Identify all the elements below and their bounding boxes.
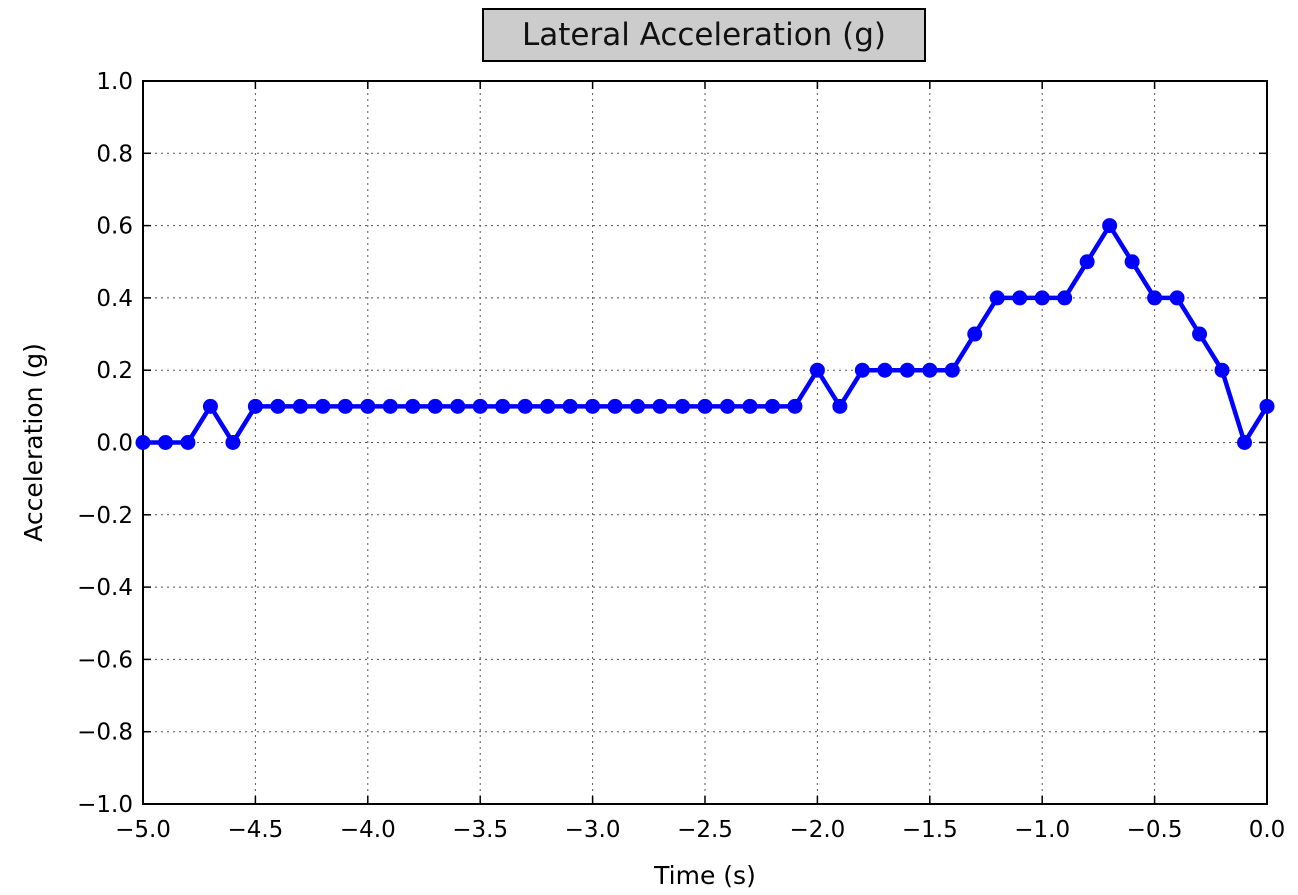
y-tick-label: 0.0 xyxy=(96,431,133,457)
data-point xyxy=(989,290,1005,306)
data-point xyxy=(1169,290,1185,306)
data-point xyxy=(877,362,893,378)
data-point xyxy=(382,398,398,414)
data-point xyxy=(832,398,848,414)
data-point xyxy=(1012,290,1028,306)
data-point xyxy=(360,398,376,414)
y-tick-label: −0.4 xyxy=(77,575,133,601)
x-tick-label: −0.5 xyxy=(1127,817,1183,843)
data-point xyxy=(719,398,735,414)
data-point xyxy=(742,398,758,414)
data-point xyxy=(764,398,780,414)
data-point xyxy=(585,398,601,414)
data-point xyxy=(944,362,960,378)
y-tick-label: 0.8 xyxy=(96,141,133,167)
x-tick-label: −1.5 xyxy=(902,817,958,843)
data-point xyxy=(405,398,421,414)
data-point xyxy=(787,398,803,414)
y-tick-label: 0.4 xyxy=(96,286,133,312)
data-point xyxy=(450,398,466,414)
x-axis-label: Time (s) xyxy=(653,861,756,890)
y-tick-label: −0.6 xyxy=(77,647,133,673)
data-point xyxy=(1147,290,1163,306)
data-point xyxy=(292,398,308,414)
data-point xyxy=(157,435,173,450)
data-point xyxy=(315,398,331,414)
x-tick-label: −5.0 xyxy=(115,817,171,843)
data-point xyxy=(1237,435,1253,450)
data-point xyxy=(202,398,218,414)
x-tick-label: −4.0 xyxy=(340,817,396,843)
data-point xyxy=(854,362,870,378)
data-point xyxy=(630,398,646,414)
y-tick-label: 0.6 xyxy=(96,214,133,240)
data-point xyxy=(899,362,915,378)
data-point xyxy=(225,435,241,450)
data-point xyxy=(1124,254,1140,270)
data-point xyxy=(967,326,983,342)
grid xyxy=(143,81,1267,804)
x-tick-label: 0.0 xyxy=(1249,817,1286,843)
series-acceleration xyxy=(135,218,1275,450)
x-tick-label: −2.0 xyxy=(789,817,845,843)
x-tick-label: −2.5 xyxy=(677,817,733,843)
y-tick-label: −0.8 xyxy=(77,720,133,746)
x-tick-label: −1.0 xyxy=(1014,817,1070,843)
data-point xyxy=(540,398,556,414)
data-point xyxy=(472,398,488,414)
data-point xyxy=(675,398,691,414)
data-point xyxy=(337,398,353,414)
data-point xyxy=(247,398,263,414)
data-point xyxy=(1079,254,1095,270)
data-point xyxy=(517,398,533,414)
data-point xyxy=(1102,218,1118,234)
data-point xyxy=(135,435,151,450)
y-tick-label: 0.2 xyxy=(96,358,133,384)
data-point xyxy=(495,398,511,414)
chart-title: Lateral Acceleration (g) xyxy=(482,8,926,62)
data-point xyxy=(652,398,668,414)
data-point xyxy=(1259,398,1275,414)
x-tick-label: −4.5 xyxy=(227,817,283,843)
y-tick-label: −1.0 xyxy=(77,792,133,818)
data-point xyxy=(1214,362,1230,378)
data-point xyxy=(427,398,443,414)
data-point xyxy=(1057,290,1073,306)
x-tick-label: −3.0 xyxy=(565,817,621,843)
data-point xyxy=(270,398,286,414)
data-point xyxy=(809,362,825,378)
y-tick-label: −0.2 xyxy=(77,503,133,529)
axis-ticks: −5.0 −4.5 −4.0 −3.5 −3.0 −2.5 −2.0 −1.5 −1.0 −0.5… xyxy=(77,69,1285,843)
data-point xyxy=(607,398,623,414)
y-axis-label: Acceleration (g) xyxy=(19,343,48,542)
x-tick-label: −3.5 xyxy=(452,817,508,843)
y-tick-label: 1.0 xyxy=(96,69,133,95)
data-point xyxy=(1034,290,1050,306)
data-point xyxy=(697,398,713,414)
data-point xyxy=(922,362,938,378)
data-point xyxy=(180,435,196,450)
data-point xyxy=(562,398,578,414)
data-point xyxy=(1192,326,1208,342)
